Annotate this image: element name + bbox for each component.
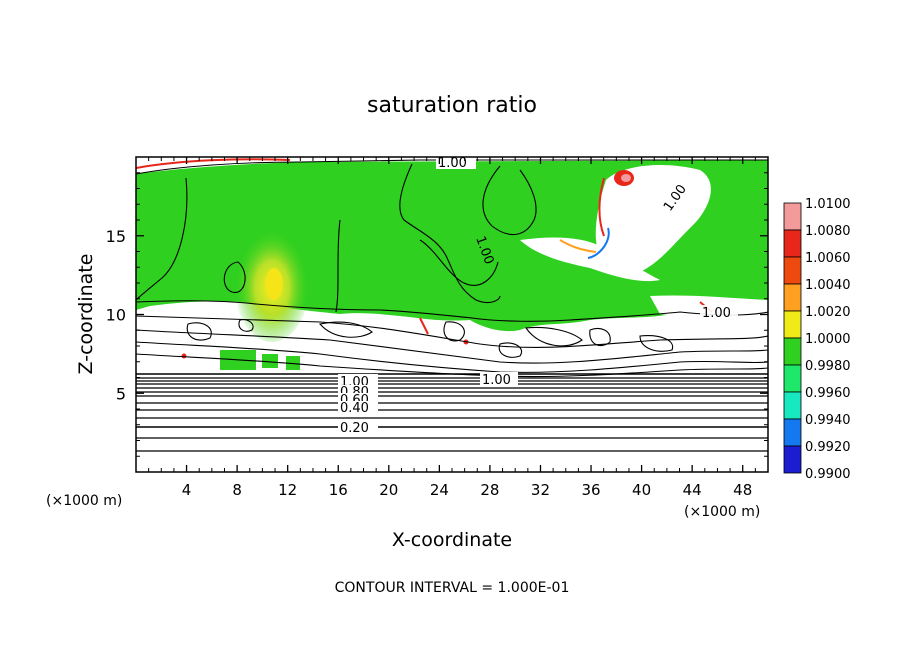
edge-orange [559,239,597,253]
supersaturated-patch [621,174,631,182]
x-tick-label: 8 [232,481,242,499]
contour-labels: 1.00 1.00 1.00 1.00 1.00 1.00 0.80 0.60 … [338,155,738,436]
colorbar-label: 0.9960 [805,386,851,401]
contour-label: 0.20 [340,421,369,436]
lower-green-patch [286,356,300,370]
layer-contours [136,373,768,452]
y-tick-label: 10 [106,306,126,325]
colorbar-swatch [783,364,802,393]
x-tick-label: 24 [430,481,449,499]
colorbar-swatch [783,229,802,258]
colorbar-swatch [783,202,802,231]
cloud-gap-white [595,165,711,274]
contour-interval-note: CONTOUR INTERVAL = 1.000E-01 [335,580,570,596]
colorbar-label: 1.0000 [805,332,851,347]
y-tick-label: 5 [116,384,126,403]
x-tick-label: 4 [182,481,192,499]
colorbar-swatch [783,418,802,447]
contour-lines [136,159,768,378]
colorbar-label: 0.9920 [805,440,851,455]
x-tick-label: 12 [278,481,297,499]
colorbar-swatch [783,445,802,474]
colorbar-label: 1.0100 [805,197,851,212]
x-units-left: (×1000 m) [46,493,122,509]
plot-area [136,157,768,472]
x-axis: 4 8 12 16 20 24 28 32 36 40 44 48 [148,157,756,499]
edge-red [136,158,291,169]
warm-plume-core [265,268,283,300]
colorbar-swatch [783,337,802,366]
edge-red [181,353,187,359]
y-tick-label: 15 [106,227,126,246]
cloud-gap-white [136,157,300,172]
colorbar-label: 0.9940 [805,413,851,428]
x-tick-label: 16 [329,481,348,499]
x-tick-label: 36 [581,481,600,499]
colorbar-label: 1.0020 [805,305,851,320]
x-tick-label: 32 [531,481,550,499]
x-tick-label: 44 [683,481,702,499]
edge-red [419,317,429,335]
x-tick-label: 28 [480,481,499,499]
colorbar-label: 1.0080 [805,224,851,239]
colorbar: 1.0100 1.0080 1.0060 1.0040 1.0020 1.0000 0.99… [783,197,851,482]
cloud-gap-white [520,237,660,282]
colorbar-swatch [783,310,802,339]
contour-label: 0.40 [340,401,369,416]
x-units-right: (×1000 m) [684,504,760,520]
contour-label: 1.00 [702,306,731,321]
edge-red [598,177,605,237]
y-axis-label: Z-coordinate [75,254,97,375]
colorbar-swatch [783,391,802,420]
y-axis: 5 10 15 [106,172,768,457]
colorbar-label: 1.0060 [805,251,851,266]
colorbar-swatch [783,256,802,285]
chart-title: saturation ratio [367,93,537,118]
x-tick-label: 48 [733,481,752,499]
colorbar-label: 1.0040 [805,278,851,293]
colorbar-label: 0.9900 [805,467,851,482]
contour-label: 1.00 [438,156,467,171]
lower-green-patch [262,354,278,368]
x-tick-label: 40 [632,481,651,499]
x-axis-label: X-coordinate [392,529,512,551]
colorbar-label: 0.9980 [805,359,851,374]
x-tick-label: 20 [379,481,398,499]
contour-label: 1.00 [482,373,511,388]
edge-blue [587,227,610,259]
colorbar-swatch [783,283,802,312]
